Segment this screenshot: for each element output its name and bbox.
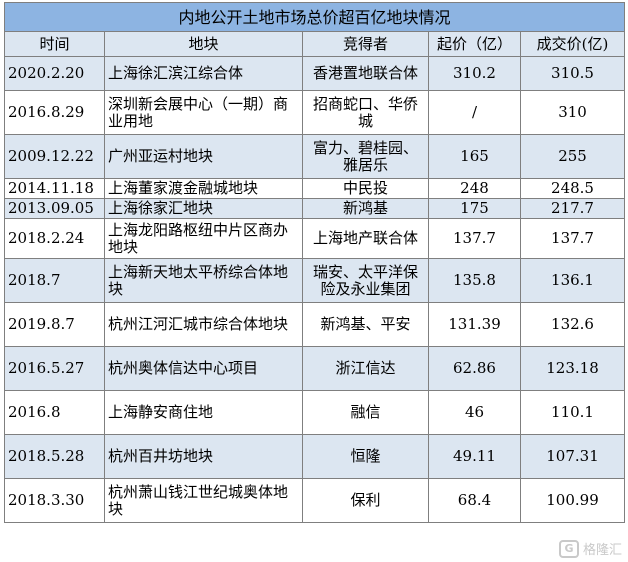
cell-winner: 富力、碧桂园、雅居乐 xyxy=(302,134,429,179)
cell-parcel: 上海徐汇滨江综合体 xyxy=(104,56,303,91)
cell-parcel: 杭州萧山钱江世纪城奥体地块 xyxy=(104,478,303,523)
table-row: 2013.09.05 上海徐家汇地块 新鸿基 175 217.7 xyxy=(4,198,626,219)
cell-winner: 恒隆 xyxy=(302,434,429,479)
cell-time: 2014.11.18 xyxy=(4,178,105,199)
cell-winner: 新鸿基、平安 xyxy=(302,302,429,347)
table-row: 2016.8 上海静安商住地 融信 46 110.1 xyxy=(4,390,626,435)
cell-time: 2020.2.20 xyxy=(4,56,105,91)
cell-parcel: 上海静安商住地 xyxy=(104,390,303,435)
cell-final: 217.7 xyxy=(519,198,626,219)
cell-parcel: 广州亚运村地块 xyxy=(104,134,303,179)
cell-start: 137.7 xyxy=(428,218,521,259)
cell-parcel: 上海新天地太平桥综合体地块 xyxy=(104,258,303,303)
cell-final: 123.18 xyxy=(519,346,626,391)
cell-final: 310 xyxy=(519,90,626,135)
cell-final: 132.6 xyxy=(519,302,626,347)
cell-time: 2018.5.28 xyxy=(4,434,105,479)
cell-start: 68.4 xyxy=(428,478,521,523)
cell-final: 100.99 xyxy=(519,478,626,523)
table-row: 2018.3.30 杭州萧山钱江世纪城奥体地块 保利 68.4 100.99 xyxy=(4,478,626,523)
table-row: 2019.8.7 杭州江河汇城市综合体地块 新鸿基、平安 131.39 132.6 xyxy=(4,302,626,347)
cell-start: / xyxy=(428,90,521,135)
cell-winner: 瑞安、太平洋保险及永业集团 xyxy=(302,258,429,303)
watermark: G 格隆汇 xyxy=(558,539,622,558)
header-winner: 竞得者 xyxy=(302,31,429,57)
table-row: 2018.7 上海新天地太平桥综合体地块 瑞安、太平洋保险及永业集团 135.8 136… xyxy=(4,258,626,303)
cell-parcel: 杭州江河汇城市综合体地块 xyxy=(104,302,303,347)
cell-parcel: 上海董家渡金融城地块 xyxy=(104,178,303,199)
cell-final: 110.1 xyxy=(519,390,626,435)
table-row: 2009.12.22 广州亚运村地块 富力、碧桂园、雅居乐 165 255 xyxy=(4,134,626,179)
cell-winner: 融信 xyxy=(302,390,429,435)
cell-start: 135.8 xyxy=(428,258,521,303)
cell-final: 136.1 xyxy=(519,258,626,303)
cell-time: 2016.5.27 xyxy=(4,346,105,391)
cell-winner: 浙江信达 xyxy=(302,346,429,391)
cell-parcel: 杭州奥体信达中心项目 xyxy=(104,346,303,391)
cell-start: 62.86 xyxy=(428,346,521,391)
cell-start: 165 xyxy=(428,134,521,179)
header-time: 时间 xyxy=(4,31,105,57)
header-final-price: 成交价(亿) xyxy=(519,31,626,57)
cell-winner: 新鸿基 xyxy=(302,198,429,219)
table-row: 2016.5.27 杭州奥体信达中心项目 浙江信达 62.86 123.18 xyxy=(4,346,626,391)
cell-start: 49.11 xyxy=(428,434,521,479)
cell-time: 2013.09.05 xyxy=(4,198,105,219)
cell-start: 310.2 xyxy=(428,56,521,91)
header-parcel: 地块 xyxy=(104,31,303,57)
cell-winner: 中民投 xyxy=(302,178,429,199)
cell-time: 2016.8 xyxy=(4,390,105,435)
table-row: 2020.2.20 上海徐汇滨江综合体 香港置地联合体 310.2 310.5 xyxy=(4,56,626,91)
cell-winner: 上海地产联合体 xyxy=(302,218,429,259)
cell-winner: 保利 xyxy=(302,478,429,523)
land-deals-table: 内地公开土地市场总价超百亿地块情况 时间 地块 竞得者 起价（亿） 成交价(亿)… xyxy=(3,2,626,523)
cell-start: 175 xyxy=(428,198,521,219)
cell-parcel: 深圳新会展中心（一期）商业用地 xyxy=(104,90,303,135)
cell-winner: 招商蛇口、华侨城 xyxy=(302,90,429,135)
cell-start: 131.39 xyxy=(428,302,521,347)
cell-time: 2019.8.7 xyxy=(4,302,105,347)
cell-time: 2018.3.30 xyxy=(4,478,105,523)
cell-start: 46 xyxy=(428,390,521,435)
table-title: 内地公开土地市场总价超百亿地块情况 xyxy=(3,2,626,32)
cell-final: 248.5 xyxy=(519,178,626,199)
header-start-price: 起价（亿） xyxy=(428,31,521,57)
table-row: 2016.8.29 深圳新会展中心（一期）商业用地 招商蛇口、华侨城/310 xyxy=(4,90,626,135)
cell-final: 310.5 xyxy=(519,56,626,91)
cell-parcel: 上海龙阳路枢纽中片区商办地块 xyxy=(104,218,303,259)
watermark-text: 格隆汇 xyxy=(582,543,622,558)
table-row: 2018.5.28 杭州百井坊地块 恒隆 49.11 107.31 xyxy=(4,434,626,479)
cell-parcel: 杭州百井坊地块 xyxy=(104,434,303,479)
table-row: 2018.2.24 上海龙阳路枢纽中片区商办地块 上海地产联合体 137.7 137.7 xyxy=(4,218,626,259)
cell-start: 248 xyxy=(428,178,521,199)
cell-time: 2018.7 xyxy=(4,258,105,303)
cell-parcel: 上海徐家汇地块 xyxy=(104,198,303,219)
cell-final: 137.7 xyxy=(519,218,626,259)
cell-time: 2016.8.29 xyxy=(4,90,105,135)
cell-time: 2009.12.22 xyxy=(4,134,105,179)
cell-final: 255 xyxy=(519,134,626,179)
cell-final: 107.31 xyxy=(519,434,626,479)
cell-winner: 香港置地联合体 xyxy=(302,56,429,91)
cell-time: 2018.2.24 xyxy=(4,218,105,259)
watermark-logo-icon: G xyxy=(558,539,579,558)
table-row: 2014.11.18 上海董家渡金融城地块 中民投 248 248.5 xyxy=(4,178,626,199)
